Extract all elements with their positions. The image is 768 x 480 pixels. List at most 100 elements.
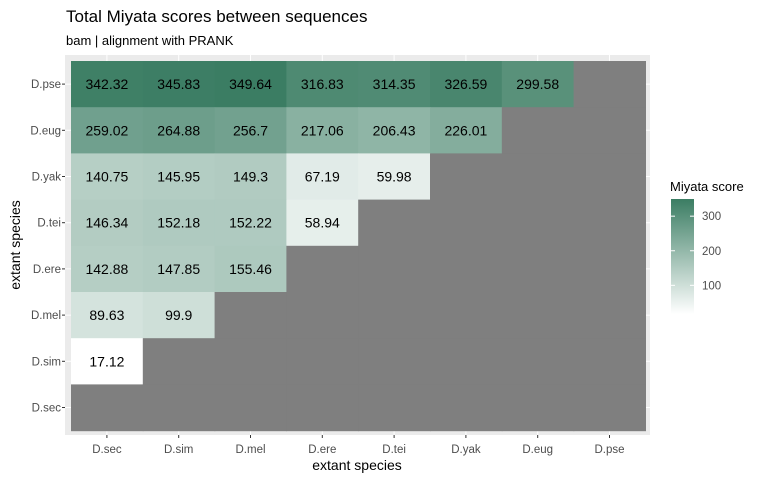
- legend-tick-label: 100: [702, 280, 721, 292]
- heatmap-cell: [573, 199, 646, 247]
- heatmap-cell: [430, 61, 503, 108]
- y-tick-label: D.eug: [30, 125, 61, 137]
- y-tick-label: D.sim: [32, 356, 61, 368]
- legend-tick-label: 300: [702, 211, 721, 223]
- y-tick-label: D.tei: [37, 218, 61, 230]
- heatmap-cell: [501, 292, 575, 339]
- x-axis-ticks: D.sec D.sim D.mel D.ere D.tei D.yak D.eug D.pse: [92, 435, 625, 456]
- heatmap-cell: [214, 338, 287, 385]
- cell-value-label: 326.59: [444, 76, 487, 92]
- heatmap-cell: [286, 292, 359, 339]
- cell-value-label: 264.88: [157, 122, 200, 138]
- cell-value-label: 89.63: [89, 307, 124, 323]
- heatmap-cell: [286, 199, 359, 247]
- cell-value-label: 299.58: [516, 76, 559, 92]
- heatmap-cell: [286, 338, 359, 385]
- cell-value-label: 99.9: [165, 307, 192, 323]
- x-tick-label: D.sim: [164, 444, 193, 456]
- y-tick-label: D.yak: [32, 172, 62, 184]
- heatmap-cell: [358, 384, 431, 432]
- heatmap-cell: [430, 338, 503, 385]
- heatmap-cell: [573, 292, 646, 339]
- cell-value-label: 342.32: [85, 76, 128, 92]
- x-tick-label: D.tei: [382, 444, 406, 456]
- heatmap-cell: [573, 107, 646, 154]
- cell-value-label: 58.94: [305, 215, 340, 231]
- heatmap-cell: [71, 153, 144, 201]
- heatmap-cell: [430, 245, 503, 293]
- heatmap-cell: [214, 107, 287, 154]
- heatmap-cell: [286, 61, 359, 108]
- cell-value-label: 316.83: [301, 76, 344, 92]
- heatmap-cell: [71, 292, 144, 339]
- cell-value-label: 17.12: [89, 353, 124, 369]
- heatmap-cell: [501, 107, 575, 154]
- legend-ticks: 100 200 300: [671, 211, 721, 292]
- heatmap-cell: [501, 338, 575, 385]
- x-axis-title: extant species: [312, 457, 402, 473]
- heatmap-cell: [501, 384, 575, 432]
- heatmap-cell: [573, 153, 646, 201]
- legend-tick-label: 200: [702, 246, 721, 258]
- heatmap-cell: [142, 107, 216, 154]
- heatmap-cell: [142, 153, 216, 201]
- cell-value-label: 345.83: [157, 76, 200, 92]
- heatmap-cell: [358, 245, 431, 293]
- heatmap-cell: [430, 199, 503, 247]
- heatmap-cell: [71, 107, 144, 154]
- x-tick-label: D.eug: [522, 444, 553, 456]
- heatmap-cell: [142, 292, 216, 339]
- chart-title: Total Miyata scores between sequences: [66, 7, 367, 26]
- cell-value-label: 155.46: [229, 261, 272, 277]
- heatmap-cell: [430, 153, 503, 201]
- heatmap-cell: [573, 384, 646, 432]
- cell-value-label: 59.98: [377, 169, 412, 185]
- heatmap-cell: [71, 384, 144, 432]
- heatmap-cell: [358, 199, 431, 247]
- cell-value-label: 67.19: [305, 169, 340, 185]
- cell-value-label: 206.43: [373, 122, 416, 138]
- cell-value-label: 259.02: [85, 122, 128, 138]
- cell-value-label: 147.85: [157, 261, 200, 277]
- y-tick-label: D.sec: [32, 403, 62, 415]
- heatmap-cell: [71, 338, 144, 385]
- chart-subtitle: bam | alignment with PRANK: [66, 33, 234, 48]
- heatmap-cell: [214, 245, 287, 293]
- heatmap-cell: [573, 61, 646, 108]
- cell-value-label: 145.95: [157, 169, 200, 185]
- x-tick-label: D.mel: [235, 444, 265, 456]
- heatmap-cell: [214, 292, 287, 339]
- cell-value-label: 142.88: [85, 261, 128, 277]
- y-axis-ticks: D.pse D.eug D.yak D.tei D.ere D.mel D.sim D.sec: [30, 79, 65, 415]
- heatmap-cell: [430, 384, 503, 432]
- plot-panel: 342.32 345.83 349.64 316.83 314.35 326.59 299.…: [65, 55, 650, 435]
- heatmap-cell: [142, 245, 216, 293]
- heatmap-cell: [430, 292, 503, 339]
- heatmap-cell: [501, 153, 575, 201]
- heatmap-cell: [573, 338, 646, 385]
- y-axis-title: extant species: [7, 200, 23, 290]
- legend-title: Miyata score: [670, 179, 744, 194]
- cell-value-label: 314.35: [373, 76, 416, 92]
- legend: Miyata score 100 200 300: [670, 179, 744, 314]
- heatmap-cell: [214, 61, 287, 108]
- heatmap-cell: [142, 338, 216, 385]
- heatmap-cell: [286, 245, 359, 293]
- cell-value-label: 149.3: [233, 169, 268, 185]
- heatmap-cell: [358, 153, 431, 201]
- heatmap-cell: [501, 245, 575, 293]
- heatmap-cell: [142, 61, 216, 108]
- heatmap-cell: [71, 199, 144, 247]
- cell-value-label: 256.7: [233, 122, 268, 138]
- heatmap-cell: [142, 199, 216, 247]
- heatmap-cell: [142, 384, 216, 432]
- heatmap-cell: [214, 384, 287, 432]
- x-tick-label: D.sec: [92, 444, 122, 456]
- cell-value-label: 140.75: [85, 169, 128, 185]
- heatmap-cell: [286, 107, 359, 154]
- heatmap-cell: [501, 61, 575, 108]
- cell-value-label: 146.34: [85, 215, 128, 231]
- heatmap-cell: [214, 199, 287, 247]
- y-tick-label: D.mel: [31, 310, 61, 322]
- heatmap-cell: [214, 153, 287, 201]
